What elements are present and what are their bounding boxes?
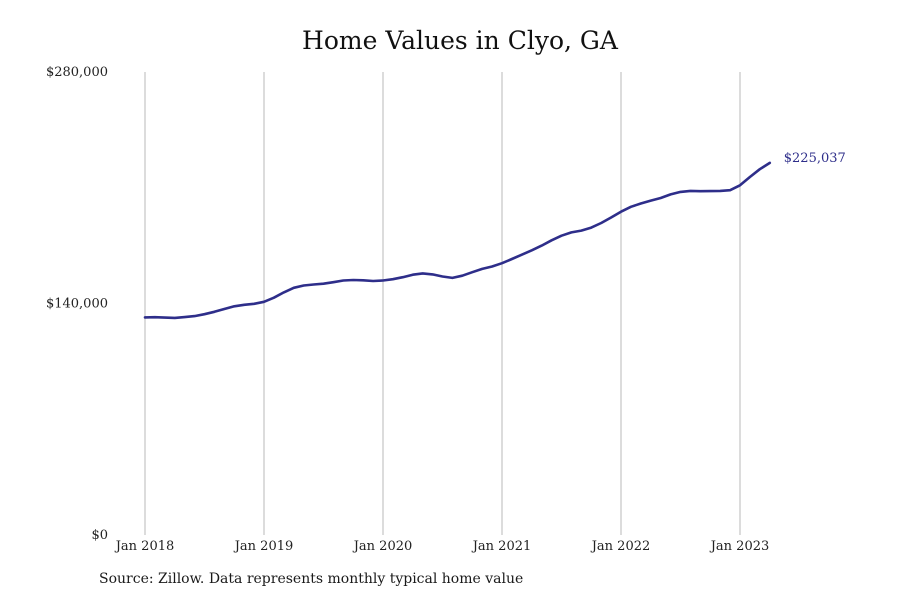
y-tick-label-2: $0 [91, 528, 108, 543]
x-tick-label-2022: Jan 2022 [590, 539, 651, 554]
gridlines [144, 72, 741, 535]
x-tick-label-2020: Jan 2020 [352, 539, 413, 554]
x-tick-label-2018: Jan 2018 [114, 539, 175, 554]
x-axis-ticks: Jan 2018 Jan 2019 Jan 2020 Jan 2021 Jan 2022… [114, 539, 770, 554]
x-tick-label-2021: Jan 2021 [471, 539, 532, 554]
series-line [143, 161, 772, 320]
end-value-label: $225,037 [784, 151, 846, 166]
y-tick-label-0: $280,000 [46, 65, 108, 80]
y-axis-ticks: $280,000 $140,000 $0 [46, 65, 108, 543]
x-tick-label-2019: Jan 2019 [233, 539, 294, 554]
source-note: Source: Zillow. Data represents monthly … [99, 571, 524, 587]
chart-title: Home Values in Clyo, GA [302, 26, 618, 55]
y-tick-label-1: $140,000 [46, 297, 108, 312]
x-tick-label-2023: Jan 2023 [709, 539, 770, 554]
